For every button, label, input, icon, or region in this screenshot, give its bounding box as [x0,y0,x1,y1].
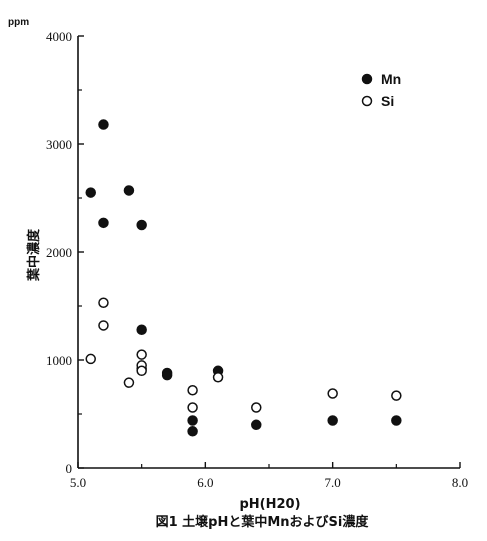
x-tick-label: 8.0 [452,475,468,490]
mn-point [136,219,147,231]
legend-mn-label: Mn [381,71,401,87]
si-point [98,297,109,309]
si-point [136,349,147,360]
si-point [212,372,224,383]
mn-point [161,369,173,381]
y-tick-label: 0 [66,461,73,476]
si-point [85,353,96,365]
y-unit-label: ppm [8,17,29,28]
x-tick-label: 7.0 [325,475,341,490]
mn-point [85,187,96,198]
si-point [98,320,109,331]
y-axis-title: 葉中濃度 [26,228,42,282]
mn-point [98,217,109,229]
si-point [136,365,147,377]
figure-caption: 図1 土壌pHと葉中MnおよびSi濃度 [156,514,370,530]
legend-si-marker [361,95,373,107]
si-point [251,402,262,413]
y-tick-label: 2000 [46,245,72,260]
axes [77,36,460,469]
y-tick-label: 1000 [46,353,72,368]
y-ticks: 0 1000 2000 3000 4000 [46,29,84,476]
x-ticks: 5.0 6.0 7.0 8.0 [70,462,468,490]
si-point [391,390,402,401]
mn-point [187,415,198,426]
x-axis-title: pH(H20) [239,497,300,512]
mn-point [98,119,109,130]
si-point [187,402,198,413]
legend: Mn Si [361,71,401,109]
mn-point [187,426,198,437]
mn-point [123,185,135,196]
si-point [187,384,198,396]
mn-point [251,419,262,431]
mn-point [327,415,338,426]
mn-point [136,324,147,336]
y-tick-label: 4000 [46,29,72,44]
data-points [85,119,402,437]
x-tick-label: 5.0 [70,475,86,490]
mn-point [391,415,402,426]
y-tick-label: 3000 [46,137,72,152]
legend-mn-marker [361,73,373,85]
x-tick-label: 6.0 [197,475,213,490]
si-point [123,377,135,388]
si-point [327,388,338,399]
legend-si-label: Si [381,93,394,109]
